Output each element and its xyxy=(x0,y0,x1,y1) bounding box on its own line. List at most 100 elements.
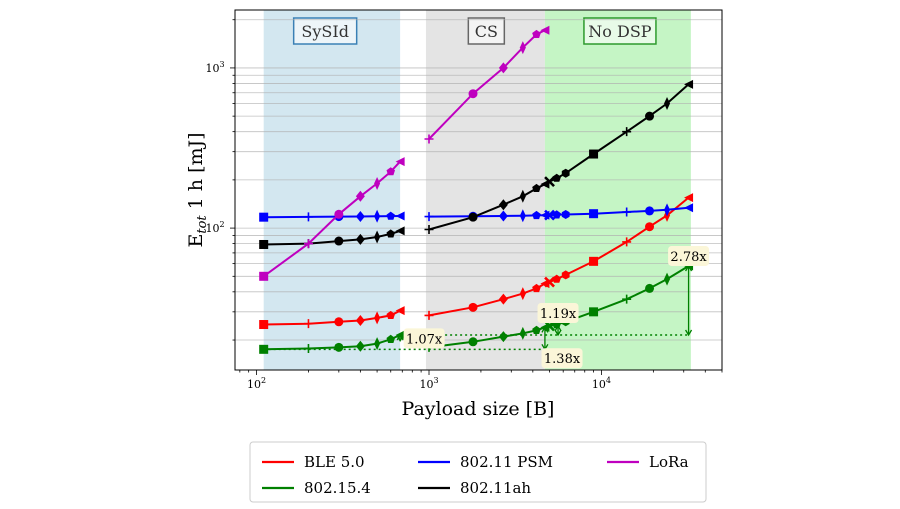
series-802-11-psm-point-1-12 xyxy=(664,203,671,217)
legend-label-802-11ah: 802.11ah xyxy=(460,479,531,497)
series-ble-5-0-point-0-3 xyxy=(355,314,365,326)
series-ble-5-0-point-1-6 xyxy=(544,276,555,288)
series-ble-5-0-point-0-5 xyxy=(386,310,395,319)
annotation-box-1 xyxy=(537,303,579,324)
x-axis-label: Payload size [B] xyxy=(402,398,555,420)
series-802-11ah-point-1-12 xyxy=(664,96,671,110)
legend-label-802-11-psm: 802.11 PSM xyxy=(460,453,553,471)
arrow-2-78x-head-top xyxy=(685,264,693,272)
series-802-15-4-point-1-1 xyxy=(468,337,478,347)
x-tick-label-2: 104 xyxy=(592,376,611,391)
series-lora-point-0-6 xyxy=(395,157,405,167)
series-lora-point-1-4 xyxy=(532,29,541,38)
series-802-11-psm-point-1-10 xyxy=(622,207,632,217)
series-802-11ah-point-1-10 xyxy=(622,127,632,137)
region-label-0: SySId xyxy=(301,22,349,41)
series-802-11ah-point-1-3 xyxy=(519,189,526,203)
series-802-15-4-point-1-10 xyxy=(622,294,632,304)
series-ble-5-0-point-1-3 xyxy=(519,287,526,301)
series-lora-point-0-2 xyxy=(334,209,344,219)
series-802-15-4-point-1-9 xyxy=(589,307,599,317)
annotation-label-1: 1.19x xyxy=(540,307,577,322)
annotation-label-2: 1.38x xyxy=(544,352,581,367)
series-lora-point-0-4 xyxy=(374,176,381,190)
annotation-box-2 xyxy=(541,348,583,369)
series-ble-5-0-point-0-2 xyxy=(334,317,344,327)
series-802-11ah-point-1-7 xyxy=(552,173,561,182)
series-ble-5-0-point-1-7 xyxy=(552,274,561,283)
series-802-11ah-point-1-11 xyxy=(645,111,655,121)
legend: BLE 5.0 802.11 PSM LoRa 802.15.4 802.11ah xyxy=(249,441,707,503)
x-tick-label-0: 102 xyxy=(247,376,266,391)
x-tick-label-1: 103 xyxy=(419,376,438,391)
arrow-1-38x-head-top xyxy=(541,326,549,333)
series-802-11ah-point-0-0 xyxy=(259,239,269,249)
series-802-11-psm-point-1-2 xyxy=(498,210,508,222)
series-ble-5-0-point-1-2 xyxy=(498,293,508,305)
region-label-box-1 xyxy=(467,17,506,45)
series-802-11ah-point-0-3 xyxy=(355,233,365,245)
series-802-11ah-point-1-6 xyxy=(544,176,555,188)
series-802-11ah-point-0-2 xyxy=(334,236,344,246)
series-802-11-psm-point-1-8 xyxy=(561,210,570,219)
series-ble-5-0-point-1-10 xyxy=(622,237,632,247)
series-802-11-psm-point-0-3 xyxy=(355,210,365,222)
annotation-box-3 xyxy=(668,245,710,266)
annotations-layer: 1.07x 1.19x 1.38x 2.78x xyxy=(263,245,710,369)
series-layer xyxy=(259,25,694,354)
series-802-11-psm-point-1-9 xyxy=(589,209,599,219)
series-802-11ah-point-1-2 xyxy=(498,199,508,211)
series-lora-point-0-1 xyxy=(303,239,313,249)
series-802-11-psm-point-0-5 xyxy=(386,211,395,220)
series-802-15-4-point-0-4 xyxy=(374,337,381,351)
region-0 xyxy=(263,10,401,370)
series-802-15-4-point-1-3 xyxy=(519,326,526,340)
arrow-1-07x-head-bottom xyxy=(396,335,404,342)
series-802-11ah-point-1-9 xyxy=(589,149,599,159)
series-ble-5-0-point-0-1 xyxy=(303,319,313,329)
series-802-11ah-point-1-5 xyxy=(540,179,550,189)
annotation-label-0: 1.07x xyxy=(406,332,443,347)
arrow-1-19x-head-top xyxy=(554,324,562,332)
series-802-15-4-point-1-2 xyxy=(498,331,508,343)
series-802-11ah-point-0-6 xyxy=(395,226,405,236)
series-802-11ah-point-0-4 xyxy=(374,230,381,244)
series-802-15-4-point-1-11 xyxy=(645,283,655,293)
region-1 xyxy=(425,10,545,370)
series-802-15-4-point-0-5 xyxy=(386,334,395,343)
series-802-15-4-point-1-4 xyxy=(532,325,541,334)
legend-label-802-15-4: 802.15.4 xyxy=(304,479,371,497)
series-ble-5-0-point-1-13 xyxy=(684,193,694,203)
regions-layer: SySId CS No DSP xyxy=(263,10,691,370)
series-lora-point-0-3 xyxy=(355,190,365,202)
series-lora-point-0-5 xyxy=(386,167,395,176)
series-802-11ah-point-1-1 xyxy=(468,212,478,222)
series-802-11ah-point-1-0 xyxy=(424,224,434,234)
series-802-11-psm-point-0-6 xyxy=(395,211,405,221)
plot-frame xyxy=(234,9,723,371)
series-802-11ah-point-1-4 xyxy=(532,183,541,192)
series-lora-point-1-5 xyxy=(540,25,550,35)
series-lora-point-1-2 xyxy=(498,62,508,74)
y-axis-label: Etot 1 h [mJ] xyxy=(185,132,210,247)
arrow-2-78x-head-bottom xyxy=(685,329,693,337)
series-802-11ah-point-1-13 xyxy=(684,79,694,89)
series-802-11ah-point-0-5 xyxy=(386,229,395,238)
legend-entries: BLE 5.0 802.11 PSM LoRa 802.15.4 802.11ah xyxy=(262,453,689,497)
series-802-11ah-point-1-8 xyxy=(561,168,570,178)
series-802-15-4-point-0-2 xyxy=(334,342,344,352)
series-802-15-4-point-0-1 xyxy=(303,344,313,354)
series-ble-5-0-point-0-6 xyxy=(395,306,405,316)
series-802-15-4-point-1-12 xyxy=(664,272,671,286)
series-802-11-psm-point-1-4 xyxy=(532,210,541,220)
region-label-box-2 xyxy=(583,17,657,45)
series-ble-5-0-point-1-1 xyxy=(468,302,478,312)
annotation-box-0 xyxy=(403,328,445,349)
series-lora-point-1-3 xyxy=(519,41,526,55)
legend-label-ble-5-0: BLE 5.0 xyxy=(304,453,365,471)
series-ble-5-0-point-1-9 xyxy=(589,256,599,266)
series-ble-5-0-point-0-4 xyxy=(374,311,381,325)
region-label-1: CS xyxy=(475,22,498,41)
annotation-label-3: 2.78x xyxy=(670,250,707,265)
